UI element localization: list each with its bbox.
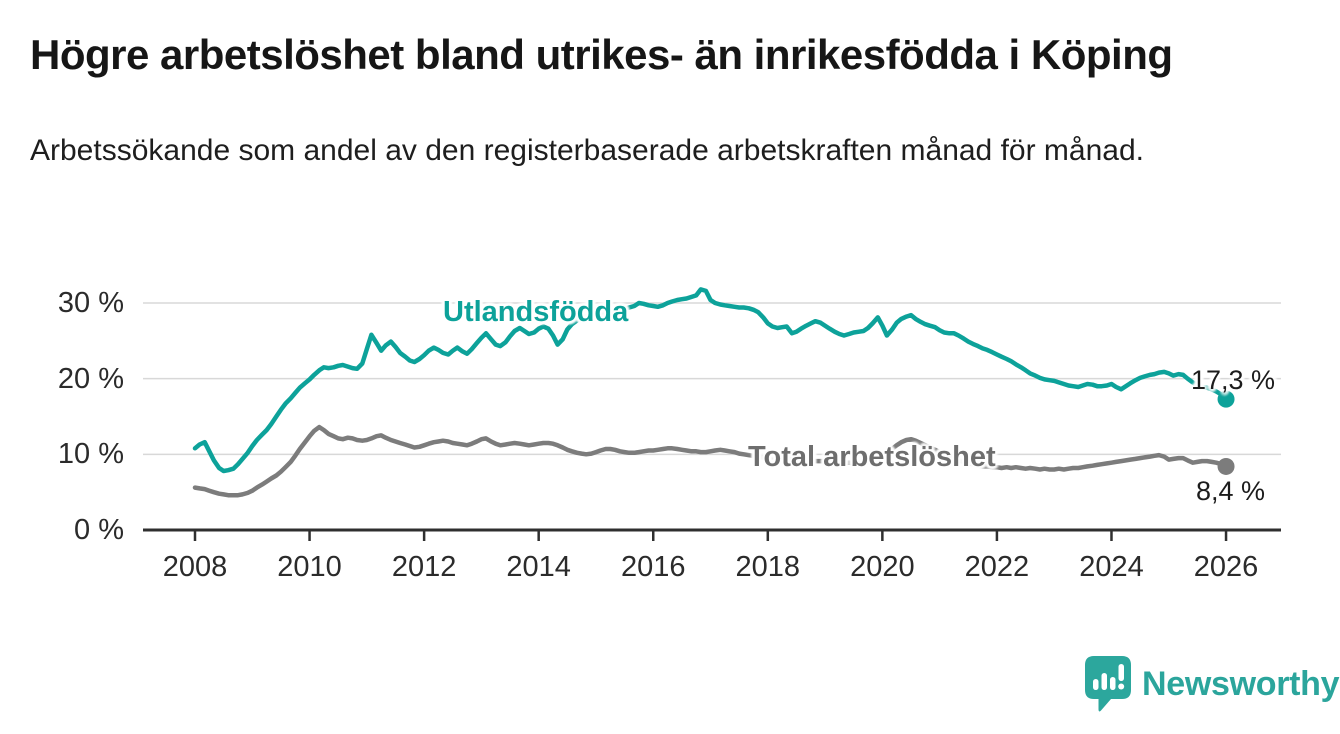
- newsworthy-logo-icon: [1085, 656, 1131, 712]
- series-line-1: [192, 424, 1229, 498]
- logo-exclamation-dot: [1118, 683, 1125, 690]
- series-label-total-arbetsloshet: Total arbetslöshet: [748, 441, 996, 473]
- brand-name: Newsworthy: [1142, 664, 1340, 703]
- end-value-label-total: 8,4 %: [1196, 476, 1266, 506]
- series-end-dot-1: [1217, 457, 1235, 475]
- series-line-0: [192, 287, 1229, 474]
- chart-subtitle: Arbetssökande som andel av den registerb…: [30, 134, 1144, 167]
- logo-bar-2: [1101, 673, 1107, 690]
- logo-bar-1: [1093, 679, 1099, 690]
- series-label-utlandsfodda: Utlandsfödda: [443, 296, 629, 328]
- end-value-label-utlandsfodda: 17,3 %: [1191, 365, 1276, 395]
- logo-bar-3: [1110, 677, 1116, 690]
- logo-exclamation-stem: [1118, 664, 1124, 681]
- chart-title: Högre arbetslöshet bland utrikes- än inr…: [30, 31, 1173, 78]
- series-end-dot-0: [1217, 390, 1235, 408]
- logo-bubble: [1085, 656, 1131, 712]
- brand-footer: Newsworthy: [1083, 654, 1340, 714]
